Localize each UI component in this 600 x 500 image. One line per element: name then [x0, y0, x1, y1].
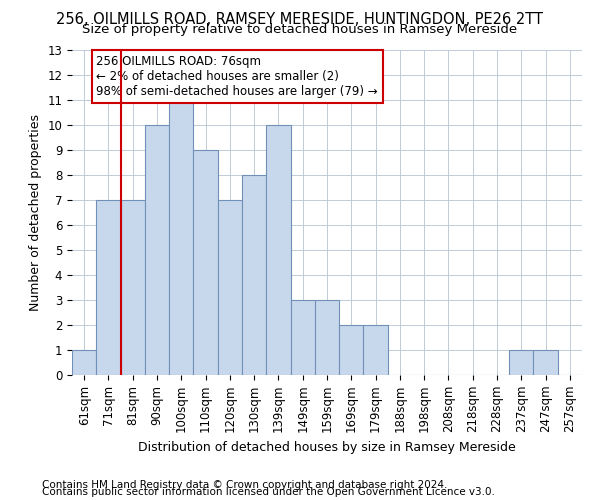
Bar: [193, 150, 218, 375]
Y-axis label: Number of detached properties: Number of detached properties: [29, 114, 42, 311]
Bar: [121, 200, 145, 375]
Bar: [315, 300, 339, 375]
Text: 256 OILMILLS ROAD: 76sqm
← 2% of detached houses are smaller (2)
98% of semi-det: 256 OILMILLS ROAD: 76sqm ← 2% of detache…: [96, 55, 378, 98]
X-axis label: Distribution of detached houses by size in Ramsey Mereside: Distribution of detached houses by size …: [138, 440, 516, 454]
Bar: [169, 100, 193, 375]
Bar: [364, 325, 388, 375]
Bar: [290, 300, 315, 375]
Text: 256, OILMILLS ROAD, RAMSEY MERESIDE, HUNTINGDON, PE26 2TT: 256, OILMILLS ROAD, RAMSEY MERESIDE, HUN…: [56, 12, 544, 28]
Bar: [266, 125, 290, 375]
Bar: [218, 200, 242, 375]
Bar: [145, 125, 169, 375]
Bar: [72, 350, 96, 375]
Text: Size of property relative to detached houses in Ramsey Mereside: Size of property relative to detached ho…: [82, 22, 518, 36]
Bar: [509, 350, 533, 375]
Bar: [96, 200, 121, 375]
Bar: [242, 175, 266, 375]
Text: Contains public sector information licensed under the Open Government Licence v3: Contains public sector information licen…: [42, 487, 495, 497]
Bar: [533, 350, 558, 375]
Text: Contains HM Land Registry data © Crown copyright and database right 2024.: Contains HM Land Registry data © Crown c…: [42, 480, 448, 490]
Bar: [339, 325, 364, 375]
